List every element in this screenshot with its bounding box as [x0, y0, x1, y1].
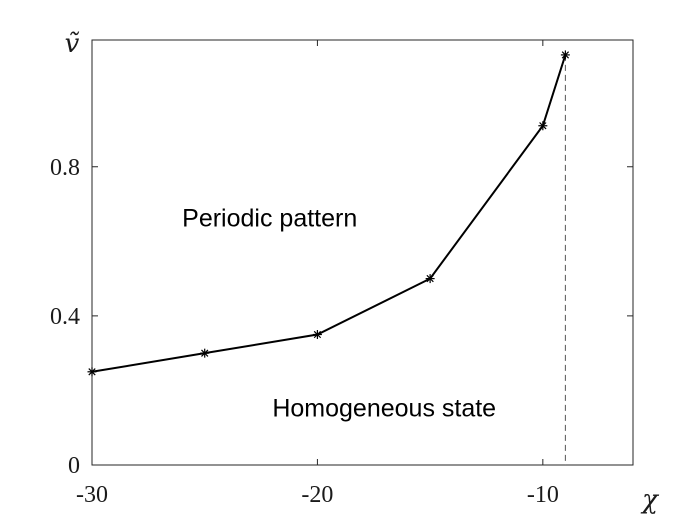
data-point: [312, 330, 322, 340]
data-point: [560, 50, 570, 60]
data-point: [538, 121, 548, 131]
data-point: [87, 367, 97, 377]
data-point: [200, 348, 210, 358]
x-tick-label: -20: [301, 482, 333, 508]
x-tick-label: -10: [527, 482, 559, 508]
series-markers: [87, 50, 570, 377]
series-line: [91, 54, 567, 373]
plot-area: [91, 39, 634, 466]
x-axis-label: χ: [640, 485, 660, 515]
annotation-label: Periodic pattern: [182, 204, 357, 232]
annotations: Periodic pattern Homogeneous state: [182, 204, 496, 422]
data-point: [425, 274, 435, 284]
x-axis-ticks: -30 -20 -10: [76, 40, 559, 508]
y-axis-label: ṽ: [65, 29, 80, 59]
x-tick-label: -30: [76, 482, 108, 508]
y-tick-label: 0.8: [50, 155, 80, 181]
y-tick-label: 0.4: [50, 304, 80, 330]
y-axis-ticks: 0 0.4 0.8: [50, 155, 633, 479]
annotation-label: Homogeneous state: [272, 395, 496, 423]
y-tick-label: 0: [68, 453, 80, 479]
